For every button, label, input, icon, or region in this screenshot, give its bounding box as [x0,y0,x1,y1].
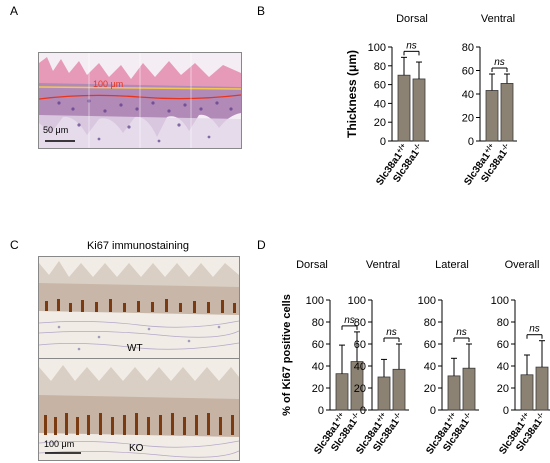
he-measurement-label: 100 μm [93,79,124,89]
chart-b-dorsal: Dorsal 0 20 40 60 80 100 Thickness (μm) Slc38a1+… [345,13,429,188]
chart-b-ventral: Ventral 0 20 40 60 80 Slc38a1+/+Slc38a1-/- ns [462,13,517,188]
y-tick-label: 100 [491,295,509,307]
y-tick-label: 60 [354,339,366,351]
y-tick-label: 0 [430,405,436,417]
y-tick-label: 40 [354,361,366,373]
he-micrograph-drawing [39,53,241,148]
panel-letter-b: B [257,4,266,18]
y-tick-label: 80 [374,61,386,73]
bar [335,373,349,411]
y-tick-label: 60 [497,339,509,351]
category-label: Slc38a1-/- [391,142,426,185]
panel-letter-c: C [10,238,19,252]
y-tick-label: 60 [424,339,436,351]
y-tick-label: 80 [354,317,366,329]
significance-label: ns [344,315,355,326]
panel-letter-d: D [257,238,266,252]
y-tick-label: 80 [497,317,509,329]
y-tick-label: 100 [306,295,324,307]
y-tick-label: 0 [503,405,509,417]
y-tick-label: 20 [462,113,474,125]
chart-title: Ventral [481,13,515,25]
category-label: Slc38a1+/+ [374,142,411,187]
chart-title: Lateral [435,259,469,271]
significance-label: ns [456,327,467,338]
y-tick-label: 20 [497,383,509,395]
y-tick-label: 40 [497,361,509,373]
category-label: Slc38a1+/+ [312,411,349,456]
ki67-ko-micrograph: 100 μm KO [38,358,240,461]
category-label: Slc38a1-/- [514,411,549,454]
category-label: Slc38a1+/+ [354,411,391,456]
bar [462,367,476,411]
ko-label: KO [129,443,144,454]
y-tick-label: 20 [424,383,436,395]
bar [500,83,514,142]
ki67-scale-bar-label: 100 μm [44,439,75,449]
category-label: Slc38a1-/- [329,411,364,454]
ki67-title: Ki67 immunostaining [86,240,190,252]
wt-label: WT [127,343,143,354]
significance-label: ns [494,57,505,68]
chart-title: Ventral [366,259,400,271]
bar [520,374,534,411]
ki67-ko-drawing [39,359,239,460]
y-tick-label: 40 [462,89,474,101]
chart-d-lateral: Lateral 0 20 40 60 80 100 Slc38a1+/+Slc38a1-/- n… [418,259,479,457]
y-tick-label: 100 [368,42,386,54]
y-tick-label: 40 [374,98,386,110]
bar [485,90,499,142]
bar [350,361,364,411]
he-scale-bar-label: 50 μm [43,125,69,135]
bar [535,366,549,411]
chart-title: Dorsal [396,13,428,25]
significance-label: ns [529,324,540,335]
category-label: Slc38a1-/- [371,411,406,454]
panel-letter-a: A [10,4,19,18]
y-tick-label: 60 [312,339,324,351]
y-tick-label: 0 [318,405,324,417]
category-label: Slc38a1-/- [441,411,476,454]
chart-d-overall: Overall 0 20 40 60 80 100 Slc38a1+/+Slc38a1-/- n… [491,259,550,457]
bar [397,74,411,142]
y-tick-label: 20 [374,117,386,129]
y-tick-label: 60 [462,66,474,78]
y-tick-label: 80 [312,317,324,329]
y-tick-label: 20 [312,383,324,395]
category-label: Slc38a1+/+ [462,142,499,187]
y-tick-label: 0 [360,405,366,417]
chart-d-dorsal: Dorsal 0 20 40 60 80 100 % of Ki67 positive cel… [281,259,367,457]
y-tick-label: 40 [424,361,436,373]
category-label: Slc38a1+/+ [497,411,534,456]
y-axis-label: % of Ki67 positive cells [281,294,293,416]
bar [447,375,461,411]
he-micrograph: 100 μm 50 μm [38,52,242,149]
y-tick-label: 80 [424,317,436,329]
bar [412,78,426,142]
y-tick-label: 0 [380,136,386,148]
category-label: Slc38a1-/- [479,142,514,185]
y-tick-label: 20 [354,383,366,395]
chart-title: Overall [505,259,540,271]
y-tick-label: 0 [468,136,474,148]
bar [392,368,406,411]
chart-title: Dorsal [296,259,328,271]
y-tick-label: 60 [374,80,386,92]
ki67-wt-drawing [39,257,239,358]
bar [377,376,391,411]
ki67-wt-micrograph: WT [38,256,240,359]
y-tick-label: 100 [418,295,436,307]
category-label: Slc38a1+/+ [424,411,461,456]
chart-d-ventral: Ventral 0 20 40 60 80 100 Slc38a1+/+Slc38a1-/- n… [348,259,409,457]
significance-label: ns [406,40,417,51]
significance-label: ns [386,327,397,338]
y-tick-label: 80 [462,42,474,54]
y-tick-label: 100 [348,295,366,307]
y-axis-label: Thickness (μm) [345,50,359,138]
y-tick-label: 40 [312,361,324,373]
